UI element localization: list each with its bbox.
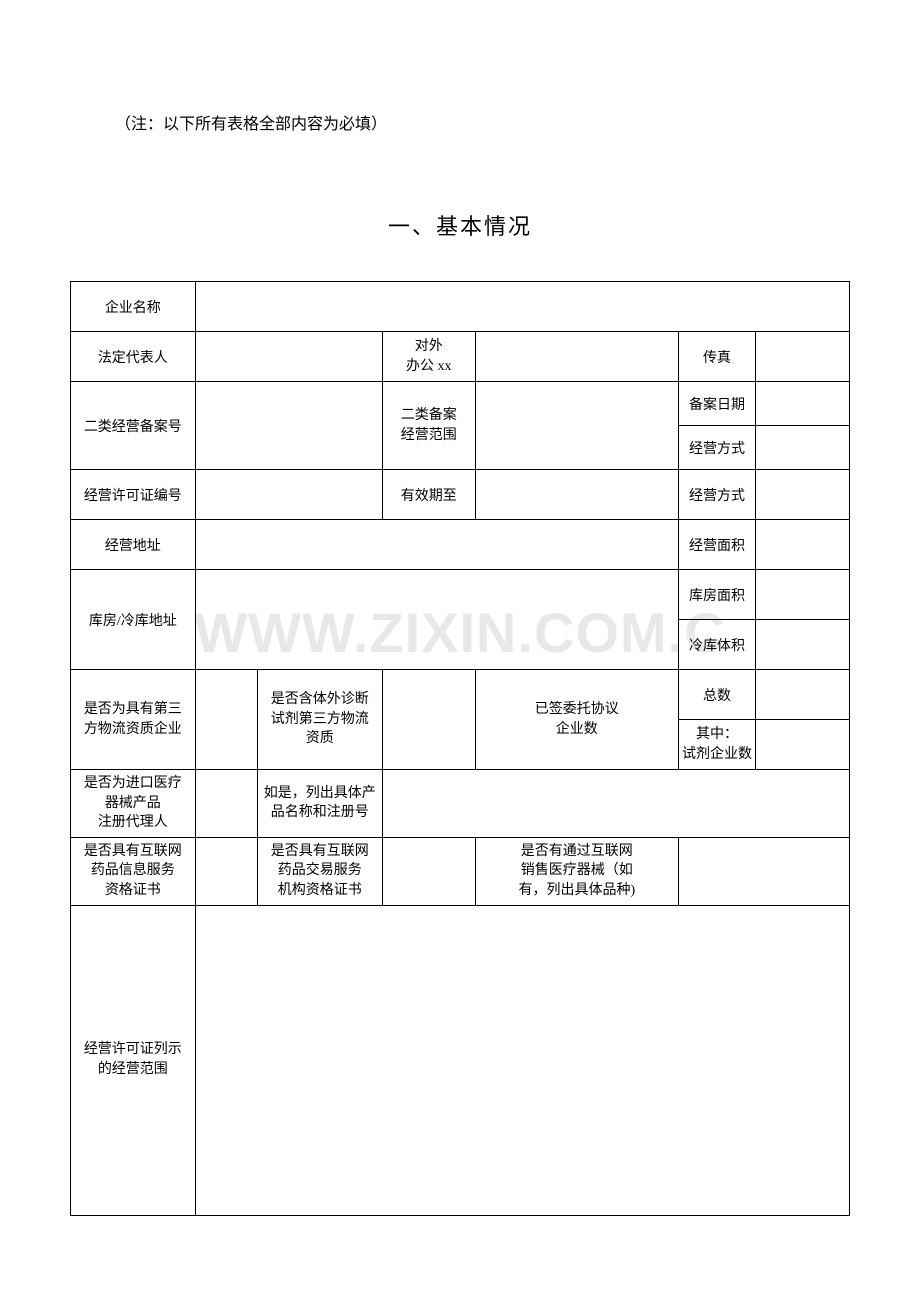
label-class2-filing-no: 二类经营备案号 bbox=[71, 382, 196, 470]
field-business-mode[interactable] bbox=[756, 426, 850, 470]
label-reagent-count: 其中：试剂企业数 bbox=[678, 720, 756, 770]
field-cold-storage-vol[interactable] bbox=[756, 620, 850, 670]
section-title: 一、基本情况 bbox=[70, 209, 850, 241]
field-business-mode2[interactable] bbox=[756, 470, 850, 520]
label-warehouse-area: 库房面积 bbox=[678, 570, 756, 620]
label-warehouse-address: 库房/冷库地址 bbox=[71, 570, 196, 670]
label-total-count: 总数 bbox=[678, 670, 756, 720]
field-business-address[interactable] bbox=[195, 520, 678, 570]
table-row: 经营许可证列示的经营范围 bbox=[71, 905, 850, 1215]
field-class2-filing-no[interactable] bbox=[195, 382, 382, 470]
field-internet-info[interactable] bbox=[195, 837, 257, 905]
basic-info-table: 企业名称 法定代表人 对外办公 xx 传真 二类经营备案号 二类备案经营范围 备… bbox=[70, 281, 850, 1216]
label-business-mode: 经营方式 bbox=[678, 426, 756, 470]
label-cold-storage-vol: 冷库体积 bbox=[678, 620, 756, 670]
label-valid-until: 有效期至 bbox=[382, 470, 475, 520]
label-business-address: 经营地址 bbox=[71, 520, 196, 570]
label-filing-date: 备案日期 bbox=[678, 382, 756, 426]
field-valid-until[interactable] bbox=[476, 470, 679, 520]
form-note: （注：以下所有表格全部内容为必填） bbox=[70, 110, 850, 134]
field-company-name[interactable] bbox=[195, 282, 849, 332]
label-business-mode2: 经营方式 bbox=[678, 470, 756, 520]
table-row: 二类经营备案号 二类备案经营范围 备案日期 bbox=[71, 382, 850, 426]
field-license-no[interactable] bbox=[195, 470, 382, 520]
field-business-area[interactable] bbox=[756, 520, 850, 570]
table-row: 是否为具有第三方物流资质企业 是否含体外诊断试剂第三方物流资质 已签委托协议企业… bbox=[71, 670, 850, 720]
label-company-name: 企业名称 bbox=[71, 282, 196, 332]
label-legal-rep: 法定代表人 bbox=[71, 332, 196, 382]
label-office-phone: 对外办公 xx bbox=[382, 332, 475, 382]
field-office-phone[interactable] bbox=[476, 332, 679, 382]
field-import-list[interactable] bbox=[382, 770, 849, 838]
label-class2-scope: 二类备案经营范围 bbox=[382, 382, 475, 470]
field-internet-sale[interactable] bbox=[678, 837, 849, 905]
field-legal-rep[interactable] bbox=[195, 332, 382, 382]
label-import-agent: 是否为进口医疗器械产品注册代理人 bbox=[71, 770, 196, 838]
field-import-agent[interactable] bbox=[195, 770, 257, 838]
field-reagent-count[interactable] bbox=[756, 720, 850, 770]
table-row: 是否具有互联网药品信息服务资格证书 是否具有互联网药品交易服务机构资格证书 是否… bbox=[71, 837, 850, 905]
label-ivd-third-party: 是否含体外诊断试剂第三方物流资质 bbox=[257, 670, 382, 770]
label-internet-sale: 是否有通过互联网销售医疗器械（如有，列出具体品种) bbox=[476, 837, 679, 905]
label-fax: 传真 bbox=[678, 332, 756, 382]
field-license-scope[interactable] bbox=[195, 905, 849, 1215]
table-row: 经营地址 经营面积 bbox=[71, 520, 850, 570]
label-internet-trade: 是否具有互联网药品交易服务机构资格证书 bbox=[257, 837, 382, 905]
label-import-list: 如是，列出具体产品名称和注册号 bbox=[257, 770, 382, 838]
table-row: 是否为进口医疗器械产品注册代理人 如是，列出具体产品名称和注册号 bbox=[71, 770, 850, 838]
label-internet-info: 是否具有互联网药品信息服务资格证书 bbox=[71, 837, 196, 905]
table-row: 企业名称 bbox=[71, 282, 850, 332]
label-license-no: 经营许可证编号 bbox=[71, 470, 196, 520]
field-warehouse-area[interactable] bbox=[756, 570, 850, 620]
field-filing-date[interactable] bbox=[756, 382, 850, 426]
field-fax[interactable] bbox=[756, 332, 850, 382]
label-third-party: 是否为具有第三方物流资质企业 bbox=[71, 670, 196, 770]
label-business-area: 经营面积 bbox=[678, 520, 756, 570]
label-license-scope: 经营许可证列示的经营范围 bbox=[71, 905, 196, 1215]
table-row: 经营许可证编号 有效期至 经营方式 bbox=[71, 470, 850, 520]
field-class2-scope[interactable] bbox=[476, 382, 679, 470]
field-total-count[interactable] bbox=[756, 670, 850, 720]
field-ivd-third-party[interactable] bbox=[382, 670, 475, 770]
field-third-party[interactable] bbox=[195, 670, 257, 770]
label-signed-agreement: 已签委托协议企业数 bbox=[476, 670, 679, 770]
table-row: 库房/冷库地址 库房面积 bbox=[71, 570, 850, 620]
field-internet-trade[interactable] bbox=[382, 837, 475, 905]
field-warehouse-address[interactable] bbox=[195, 570, 678, 670]
table-row: 法定代表人 对外办公 xx 传真 bbox=[71, 332, 850, 382]
